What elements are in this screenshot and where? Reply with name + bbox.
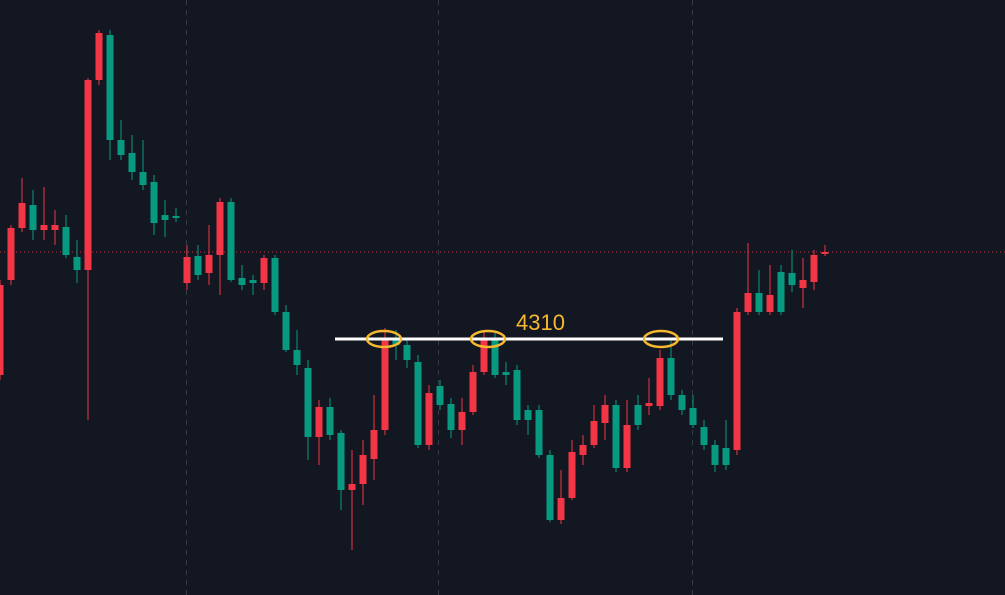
candle-body xyxy=(271,258,279,312)
highlight-ellipse xyxy=(469,329,507,349)
candle-body xyxy=(392,338,400,345)
candle-body xyxy=(0,285,4,375)
candle-body xyxy=(788,273,796,285)
candle-body xyxy=(513,370,521,420)
candle-body xyxy=(7,228,15,280)
candle-body xyxy=(733,312,741,450)
candle-body xyxy=(656,358,664,406)
candle-body xyxy=(700,427,708,445)
candle-body xyxy=(425,393,433,445)
candle-body xyxy=(326,407,334,435)
candle-body xyxy=(304,368,312,437)
candle-body xyxy=(414,362,422,445)
candle-body xyxy=(436,386,444,405)
candle-body xyxy=(161,215,169,220)
candle-body xyxy=(337,433,345,490)
candle-body xyxy=(634,405,642,425)
candle-body xyxy=(689,408,697,425)
candle-body xyxy=(502,372,510,375)
candle-body xyxy=(447,404,455,430)
candle-body xyxy=(403,345,411,360)
candle-body xyxy=(711,445,719,465)
candle-body xyxy=(777,272,785,312)
candle-body xyxy=(150,182,158,223)
candle-body xyxy=(40,225,48,230)
candle-body xyxy=(381,338,389,430)
candle-body xyxy=(183,257,191,283)
candle-body xyxy=(370,430,378,459)
candle-body xyxy=(623,425,631,468)
candle-body xyxy=(62,227,70,255)
candle-body xyxy=(260,258,268,283)
candle-body xyxy=(678,395,686,410)
candle-body xyxy=(755,293,763,312)
candle-body xyxy=(568,452,576,498)
candle-body xyxy=(480,340,488,372)
candle-body xyxy=(491,340,499,375)
candle-body xyxy=(535,410,543,455)
candle-body xyxy=(117,140,125,155)
candle-body xyxy=(29,205,37,230)
candle-body xyxy=(579,445,587,455)
candle-body xyxy=(645,403,653,406)
candle-body xyxy=(722,448,730,465)
candle-body xyxy=(128,153,136,172)
candle-body xyxy=(557,498,565,520)
candle-body xyxy=(524,410,532,420)
candle-body xyxy=(194,256,202,275)
candle-body xyxy=(282,312,290,350)
candle-body xyxy=(139,172,147,185)
candle-body xyxy=(172,216,180,218)
highlight-ellipse xyxy=(365,329,403,349)
candle-body xyxy=(18,203,26,228)
candle-body xyxy=(95,33,103,80)
candle-body xyxy=(205,255,213,273)
candle-body xyxy=(84,80,92,270)
candle-body xyxy=(227,202,235,280)
candle-body xyxy=(249,280,257,283)
candle-body xyxy=(106,35,114,140)
candle-body xyxy=(469,372,477,412)
candle-body xyxy=(73,257,81,270)
candle-body xyxy=(238,278,246,285)
candle-body xyxy=(590,421,598,445)
candle-body xyxy=(51,225,59,230)
candle-body xyxy=(359,455,367,484)
candle-body xyxy=(821,252,829,254)
candle-body xyxy=(799,280,807,288)
candle-body xyxy=(293,350,301,365)
level-label: 4310 xyxy=(516,310,565,335)
candle-body xyxy=(667,358,675,395)
candle-body xyxy=(766,295,774,312)
candle-body xyxy=(810,255,818,282)
highlight-ellipse xyxy=(642,329,680,349)
candle-body xyxy=(744,293,752,312)
candle-body xyxy=(612,405,620,468)
candle-body xyxy=(458,412,466,430)
candle-body xyxy=(348,484,356,490)
candle-body xyxy=(601,405,609,423)
candle-body xyxy=(315,407,323,437)
candle-body xyxy=(546,455,554,520)
candle-body xyxy=(216,202,224,255)
